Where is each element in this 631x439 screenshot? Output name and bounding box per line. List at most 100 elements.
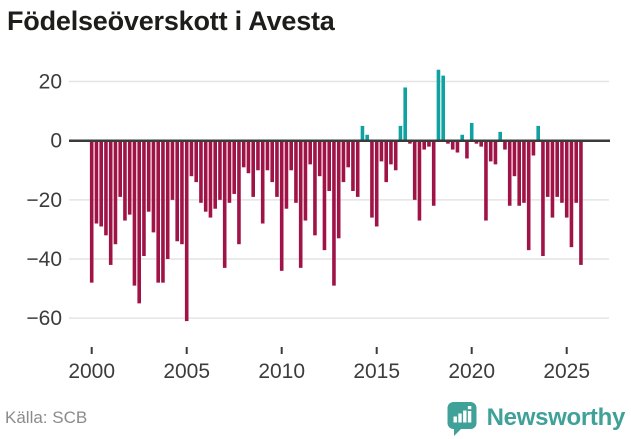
bar-2014q3 [365,134,369,141]
bar-2001q1 [108,140,113,265]
bar-2021q2 [493,140,498,165]
bar-2000q3 [99,140,103,227]
bar-2001q3 [118,140,122,197]
bar-2023q2 [531,140,536,156]
bar-2002q2 [132,140,137,286]
bar-2005q4 [199,140,203,203]
bar-2016q4 [408,140,412,144]
bar-2022q3 [517,140,521,206]
chart-title: Födelseöverskott i Avesta [7,6,335,36]
x-tick-label: 2005 [163,360,210,383]
bar-2013q2 [341,140,346,183]
bar-2007q3 [232,140,236,194]
x-tick-label: 2020 [448,360,495,383]
bar-2019q2 [455,140,460,153]
y-tick-label: 20 [39,71,62,94]
bar-2025q1 [564,140,569,218]
newsworthy-bubble-icon [447,402,477,436]
bar-2019q1 [450,140,455,150]
bar-2000q2 [94,140,99,224]
bar-2002q1 [127,140,132,215]
bar-2021q3 [498,131,502,141]
bar-2018q3 [441,75,445,141]
x-tick-label: 2010 [258,360,305,383]
bar-2020q2 [474,140,479,144]
y-tick-label: −20 [26,189,62,212]
bar-2015q1 [374,140,379,227]
bar-2019q4 [465,140,469,159]
bar-2012q4 [332,140,336,286]
bar-2020q3 [479,140,483,147]
bar-2018q2 [436,69,441,141]
y-tick-label: −60 [26,307,62,330]
bar-2006q4 [218,140,222,200]
bar-2003q3 [156,140,160,283]
y-tick-label: 0 [50,130,62,153]
bar-2010q2 [284,140,289,209]
newsworthy-logo[interactable]: Newsworthy [446,400,625,436]
bar-2024q3 [555,140,559,197]
bar-2008q4 [256,140,260,171]
bar-2006q3 [213,140,217,209]
bar-2024q2 [550,140,555,218]
bar-2021q1 [488,140,493,162]
newsworthy-wordmark: Newsworthy [486,404,626,431]
bar-2009q1 [260,140,265,224]
bars-group [89,69,583,322]
bar-2010q3 [289,140,293,171]
bar-2025q4 [579,140,583,265]
bar-2023q4 [541,140,545,257]
bar-2007q2 [227,140,232,203]
bar-2002q4 [142,140,146,257]
bar-2012q3 [327,140,331,191]
bar-2025q3 [574,140,578,203]
bar-2023q1 [526,140,531,251]
bar-2019q3 [460,134,464,141]
bar-2012q2 [322,140,327,251]
bar-2016q1 [393,140,398,171]
bar-2010q1 [279,140,284,271]
bar-2001q4 [123,140,127,221]
birth-surplus-bar-chart: 20 0 −20 −40 −60 2000 2005 2010 2015 2020 2025 [26,69,610,383]
y-tick-label: −40 [26,248,62,271]
bar-2021q4 [503,140,507,150]
bar-2024q1 [545,140,550,197]
bar-2020q1 [469,122,474,141]
bar-2005q1 [184,140,189,322]
source-note: Källa: SCB [5,408,88,427]
bar-2018q1 [431,140,436,206]
bar-2024q4 [560,140,564,203]
bar-2000q1 [89,140,94,283]
bar-2022q2 [512,140,517,177]
bar-2005q3 [194,140,198,183]
bar-2017q4 [427,140,431,147]
bar-2011q2 [303,140,308,221]
bar-2006q2 [208,140,213,218]
bar-2009q2 [265,140,270,171]
bar-2008q1 [241,140,246,168]
bar-2011q1 [298,140,303,268]
bar-2004q2 [170,140,175,200]
bar-2003q4 [161,140,165,283]
bar-2006q1 [203,140,208,212]
bar-2003q1 [146,140,151,212]
bar-2001q2 [113,140,118,245]
bar-2011q4 [313,140,317,236]
x-tick-label: 2025 [543,360,590,383]
bar-2005q2 [189,140,194,177]
bar-2002q3 [137,140,141,304]
bar-2020q4 [484,140,488,221]
bar-2022q4 [522,140,526,203]
chart-footer: Källa: SCB Newsworthy [0,397,631,439]
bar-2009q4 [275,140,279,197]
bar-2014q2 [360,125,365,141]
bar-2013q3 [346,140,350,168]
bar-2010q4 [294,140,298,203]
x-tick-label: 2015 [353,360,400,383]
bar-2008q2 [246,140,251,174]
bar-2016q3 [403,87,407,141]
bar-2011q3 [308,140,312,165]
bar-2004q4 [180,140,184,245]
bar-2022q1 [507,140,512,206]
bar-2014q4 [370,140,374,218]
